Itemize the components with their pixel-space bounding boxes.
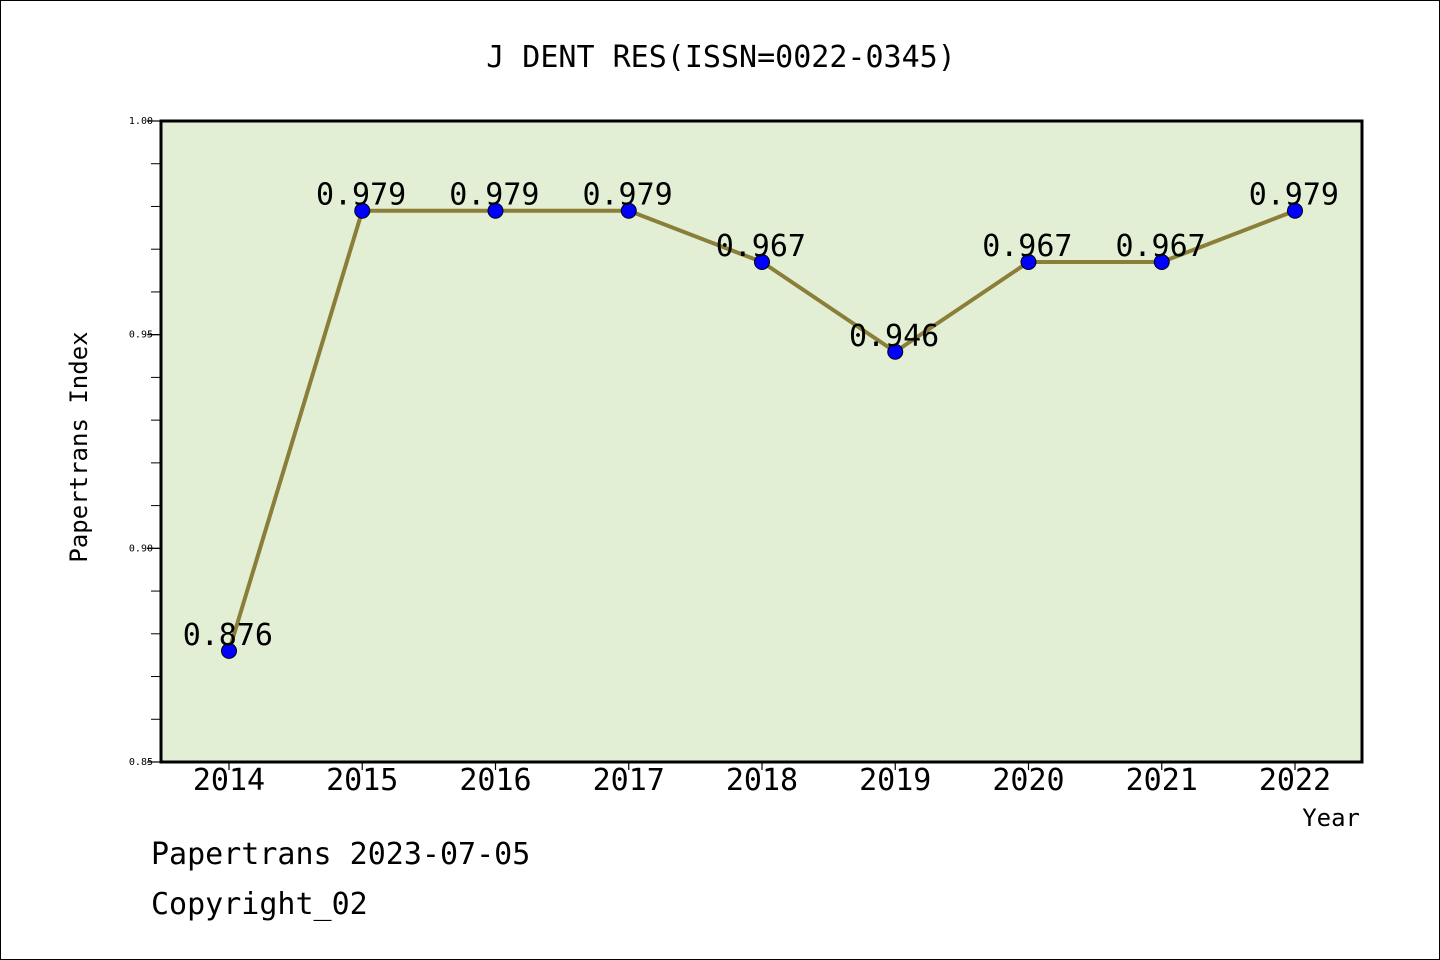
data-markers: [221, 202, 1303, 659]
y-tick-label: 1.00: [129, 116, 153, 127]
data-point-2016: [487, 202, 504, 219]
plot-border: [159, 119, 1364, 764]
x-tick-label: 2014: [193, 763, 265, 798]
x-axis-label: Year: [1302, 804, 1360, 832]
data-label-2018: 0.967: [716, 229, 806, 264]
y-tick-label: 0.90: [129, 543, 153, 554]
data-label-2020: 0.967: [982, 229, 1072, 264]
data-point-2022: [1287, 202, 1303, 219]
data-label-2019: 0.946: [849, 319, 939, 354]
x-tick-label: 2019: [859, 763, 931, 798]
x-tick-label: 2021: [1126, 763, 1198, 798]
data-label-2014: 0.876: [183, 618, 273, 653]
chart-title: J DENT RES(ISSN=0022-0345): [486, 40, 956, 75]
data-point-2018: [754, 254, 770, 271]
data-point-2021: [1153, 254, 1170, 271]
x-tick-label: 2015: [326, 763, 398, 798]
x-tick-label: 2018: [726, 763, 798, 798]
data-point-2019: [887, 343, 904, 360]
y-tick-label: 0.95: [129, 330, 153, 341]
x-tick-label: 2020: [992, 763, 1064, 798]
x-tick-label: 2017: [593, 763, 665, 798]
data-point-2015: [354, 202, 371, 219]
data-label-2016: 0.979: [449, 178, 539, 213]
data-label-2022: 0.979: [1249, 178, 1339, 213]
footer-date: Papertrans 2023-07-05: [151, 837, 531, 872]
data-labels: 0.876 0.979 0.979 0.979 0.967 0.946 0.967 0.967…: [183, 178, 1339, 653]
data-point-2020: [1020, 254, 1037, 271]
data-label-2015: 0.979: [316, 178, 406, 213]
y-tick-label: 0.85: [129, 757, 153, 768]
axis-ticks: [147, 120, 1296, 770]
x-tick-label: 2022: [1259, 763, 1331, 798]
x-tick-labels: 2014 2015 2016 2017 2018 2019 2020 2021 2022: [193, 763, 1331, 798]
plot-area: [161, 121, 1362, 762]
y-tick-labels: 0.85 0.90 0.95 1.00: [129, 116, 153, 768]
y-axis-label: Papertrans Index: [65, 331, 93, 562]
data-label-2021: 0.967: [1115, 229, 1205, 264]
data-point-2017: [620, 202, 637, 219]
data-label-2017: 0.979: [582, 178, 672, 213]
x-tick-label: 2016: [459, 763, 531, 798]
footer-copyright: Copyright_02: [151, 887, 368, 922]
data-point-2014: [221, 642, 237, 659]
